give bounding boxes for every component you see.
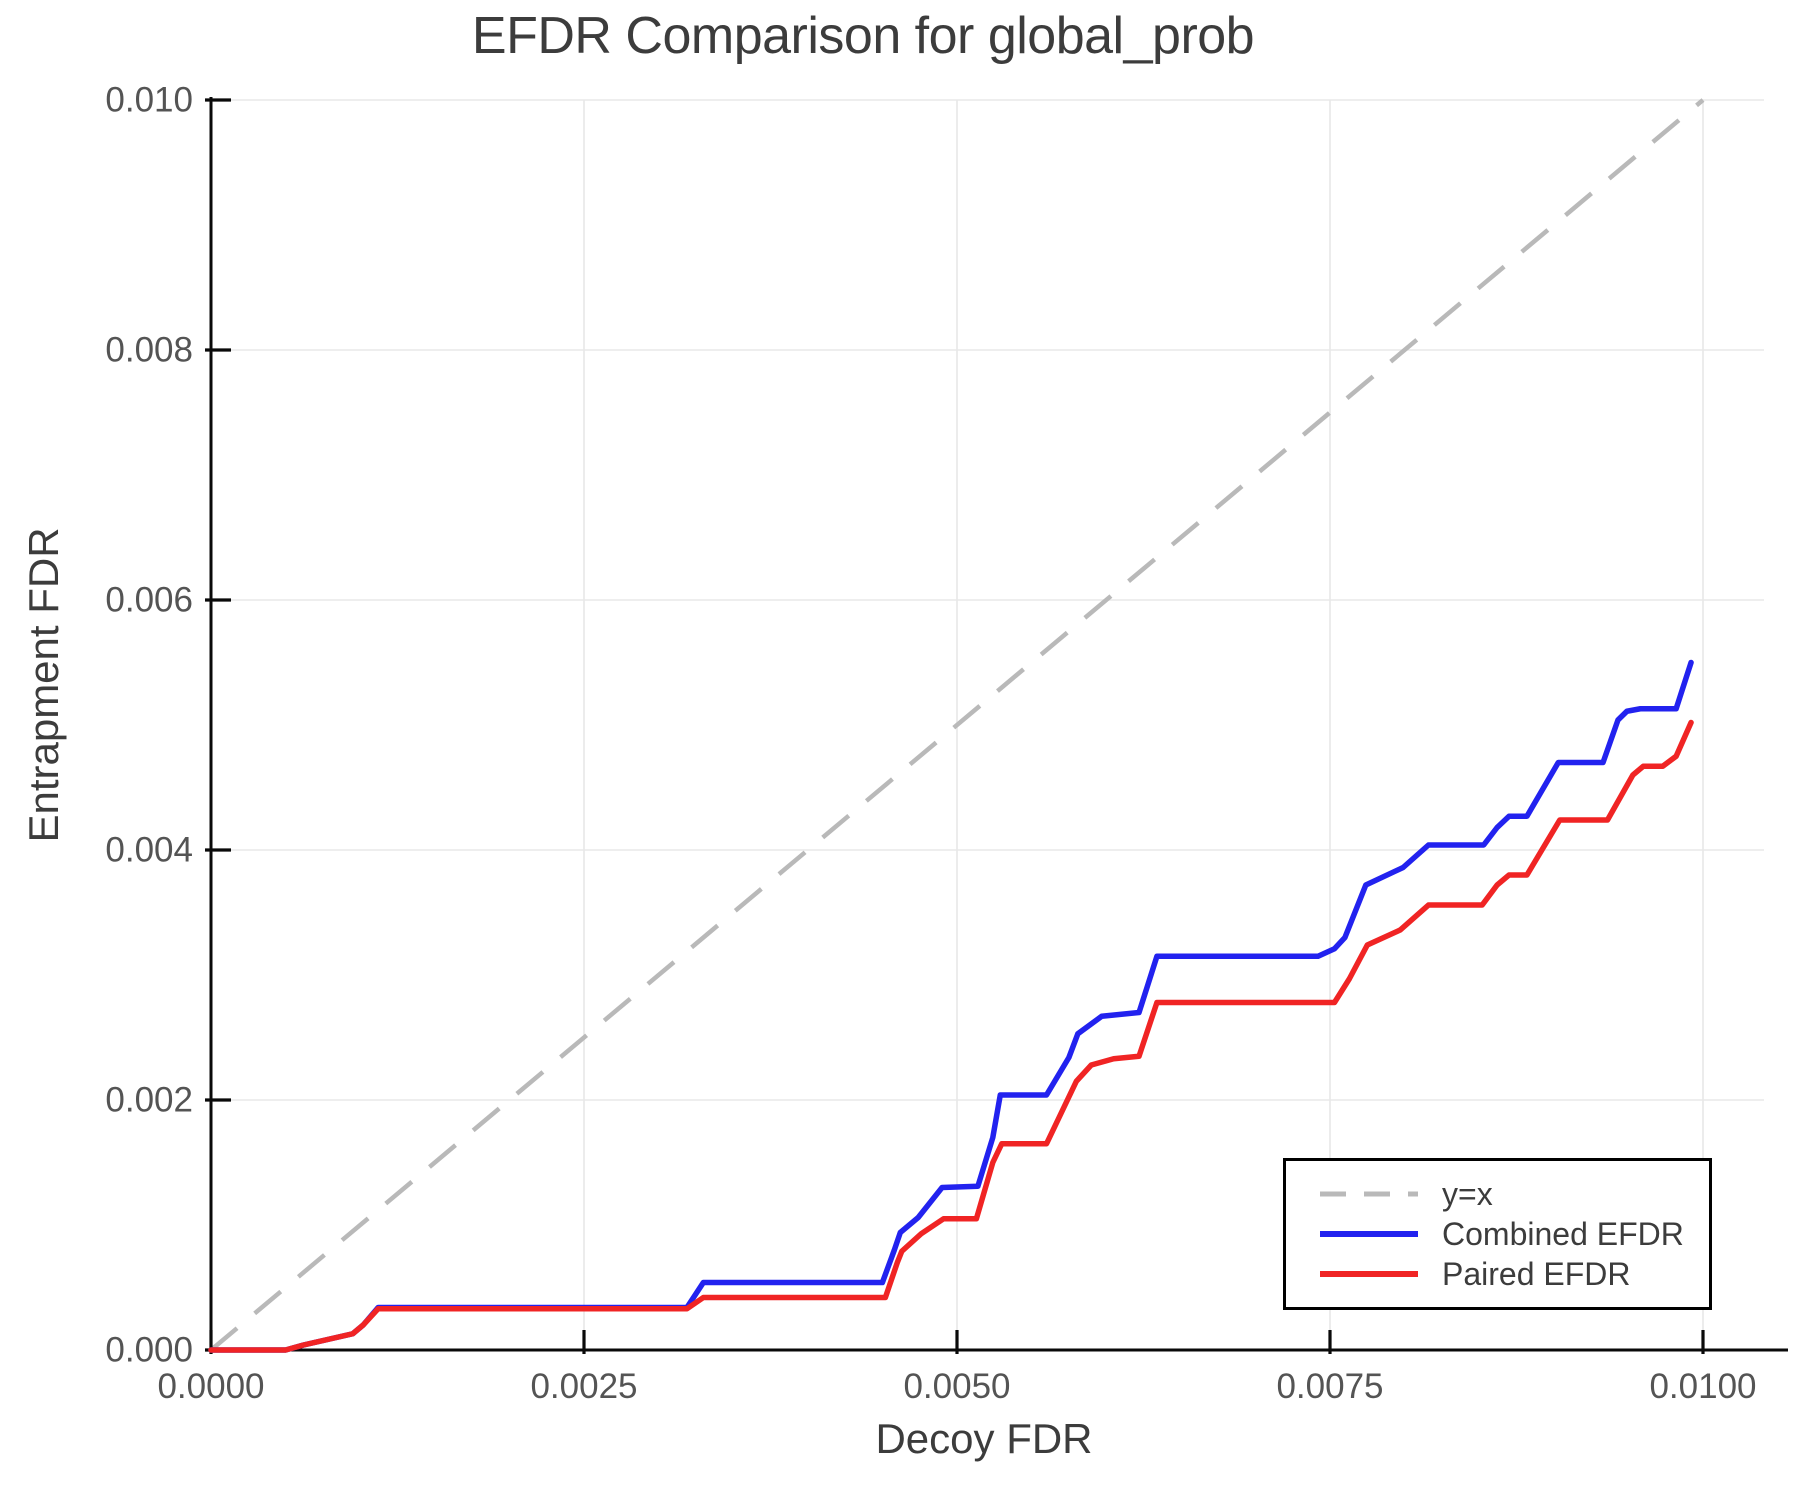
x-tick-label: 0.0050 <box>903 1367 1010 1406</box>
chart-title: EFDR Comparison for global_prob <box>471 7 1255 65</box>
y-tick-label: 0.002 <box>105 1081 193 1120</box>
y-tick-label: 0.010 <box>105 81 193 120</box>
identity-line <box>209 98 1705 1352</box>
y-axis-title: Entrapment FDR <box>20 527 67 843</box>
red-line-swatch <box>1320 1271 1418 1277</box>
x-axis-title: Decoy FDR <box>875 1415 1093 1462</box>
legend-item-combined-efdr: Combined EFDR <box>1320 1215 1709 1253</box>
legend-item-identity: y=x <box>1320 1175 1709 1213</box>
legend-item-paired-efdr: Paired EFDR <box>1320 1255 1709 1293</box>
x-tick-label: 0.0000 <box>157 1367 264 1406</box>
y-tick-label: 0.000 <box>105 1331 193 1370</box>
series-line-paired-efdr <box>208 719 1694 1353</box>
x-tick-label: 0.0075 <box>1276 1367 1383 1406</box>
blue-line-swatch <box>1320 1231 1418 1237</box>
legend-label: Paired EFDR <box>1442 1255 1631 1292</box>
x-tick-label: 0.0025 <box>530 1367 637 1406</box>
y-tick-label: 0.008 <box>105 331 193 370</box>
legend-label: Combined EFDR <box>1442 1215 1684 1252</box>
y-tick-label: 0.004 <box>105 831 193 870</box>
x-tick-label: 0.0100 <box>1649 1367 1756 1406</box>
y-tick-label: 0.006 <box>105 581 193 620</box>
dashed-line-swatch <box>1320 1191 1418 1197</box>
legend-label: y=x <box>1442 1175 1493 1212</box>
legend: y=x Combined EFDR Paired EFDR <box>1283 1158 1712 1310</box>
series-line-combined-efdr <box>208 659 1694 1353</box>
